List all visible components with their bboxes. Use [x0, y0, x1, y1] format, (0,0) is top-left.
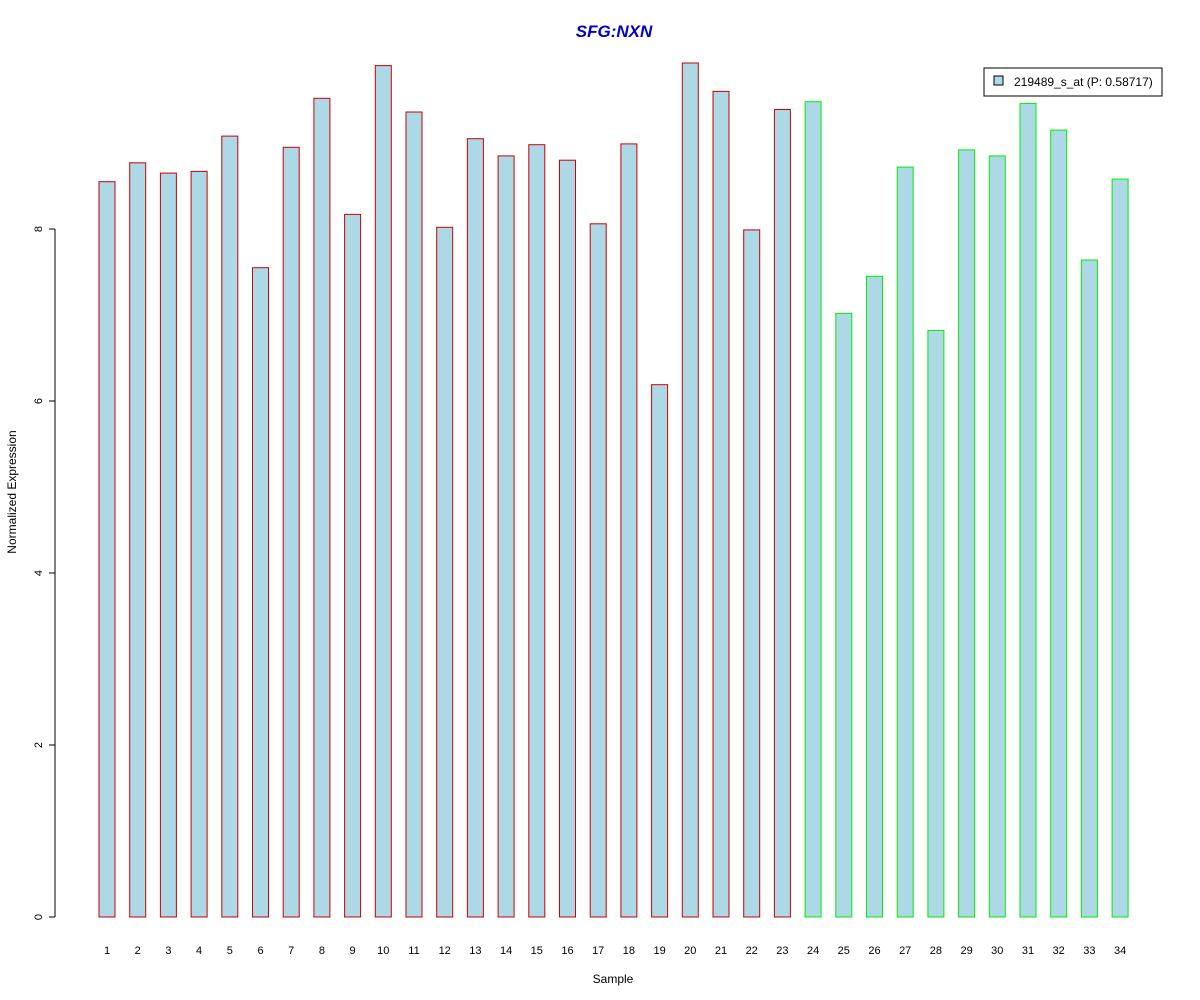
- y-axis-label: Normalized Expression: [5, 430, 19, 553]
- x-tick-label: 6: [257, 945, 263, 957]
- bar-sample-9: [344, 213, 362, 918]
- bar-sample-3: [159, 172, 177, 918]
- x-tick-labels: 1 2 3 4 5 6 7 8 9 10 11 12 13 14 15 16 17 18 19 20 21 22 23 24 2…: [104, 945, 1126, 957]
- bar-sample-24: [804, 101, 822, 918]
- bar-sample-15: [528, 144, 546, 918]
- bar-sample-31: [1019, 102, 1037, 918]
- x-tick-label: 15: [531, 945, 543, 957]
- x-tick-label: 4: [196, 945, 202, 957]
- bar-sample-20: [681, 62, 699, 918]
- bar-sample-12: [436, 226, 454, 918]
- x-tick-label: 23: [776, 945, 788, 957]
- x-tick-label: 18: [623, 945, 635, 957]
- x-tick-label: 21: [715, 945, 727, 957]
- bar-sample-7: [282, 146, 300, 918]
- x-tick-label: 10: [377, 945, 389, 957]
- bar-sample-32: [1050, 129, 1068, 918]
- bar-series: [98, 62, 1129, 918]
- bar-sample-30: [988, 155, 1006, 918]
- bar-sample-28: [927, 330, 945, 918]
- x-tick-label: 27: [899, 945, 911, 957]
- bar-sample-11: [405, 111, 423, 918]
- y-tick-label: 4: [33, 570, 45, 576]
- legend-entry: 219489_s_at (P: 0.58717): [1014, 75, 1153, 89]
- x-tick-label: 29: [960, 945, 972, 957]
- x-tick-label: 28: [930, 945, 942, 957]
- bar-sample-34: [1111, 178, 1129, 918]
- x-tick-label: 1: [104, 945, 110, 957]
- bar-sample-1: [98, 181, 116, 918]
- x-tick-label: 5: [227, 945, 233, 957]
- bar-sample-21: [712, 90, 730, 918]
- bar-sample-10: [374, 65, 392, 918]
- bar-sample-19: [651, 384, 669, 918]
- x-tick-label: 11: [408, 945, 419, 957]
- x-tick-label: 20: [684, 945, 696, 957]
- x-axis-label: Sample: [593, 972, 634, 986]
- x-tick-label: 24: [807, 945, 819, 957]
- legend-swatch: [993, 75, 1004, 86]
- bar-sample-4: [190, 170, 208, 918]
- x-tick-label: 34: [1114, 945, 1126, 957]
- x-tick-label: 17: [592, 945, 604, 957]
- y-tick-label: 2: [33, 742, 45, 748]
- bar-sample-17: [589, 223, 607, 918]
- y-tick-label: 8: [33, 226, 45, 232]
- x-tick-label: 12: [439, 945, 451, 957]
- y-axis: 0 2 4 6 8: [33, 226, 56, 920]
- x-tick-label: 22: [746, 945, 758, 957]
- x-tick-label: 3: [165, 945, 171, 957]
- y-tick-label: 6: [33, 398, 45, 404]
- x-tick-label: 26: [868, 945, 880, 957]
- bar-sample-5: [221, 135, 239, 918]
- chart-title: SFG:NXN: [576, 22, 653, 41]
- x-tick-label: 30: [991, 945, 1003, 957]
- bar-sample-22: [743, 229, 761, 918]
- bar-sample-29: [958, 149, 976, 918]
- x-tick-label: 8: [319, 945, 325, 957]
- bar-sample-25: [835, 312, 853, 918]
- y-tick-label: 0: [33, 914, 45, 920]
- legend: 219489_s_at (P: 0.58717): [983, 67, 1163, 97]
- x-tick-label: 16: [561, 945, 573, 957]
- bar-sample-8: [313, 97, 331, 918]
- bar-sample-26: [866, 275, 883, 918]
- bar-sample-27: [896, 166, 914, 918]
- bar-sample-33: [1080, 259, 1098, 918]
- bar-sample-18: [620, 143, 638, 918]
- x-tick-label: 32: [1053, 945, 1065, 957]
- bar-sample-14: [497, 155, 515, 918]
- x-tick-label: 2: [135, 945, 141, 957]
- x-tick-label: 14: [500, 945, 512, 957]
- bar-sample-13: [466, 138, 484, 918]
- bar-sample-6: [252, 267, 269, 918]
- bar-sample-23: [773, 109, 791, 918]
- bar-sample-2: [129, 162, 147, 918]
- x-tick-label: 7: [288, 945, 294, 957]
- x-tick-label: 13: [469, 945, 481, 957]
- x-tick-label: 19: [653, 945, 665, 957]
- bar-sample-16: [559, 159, 576, 918]
- x-tick-label: 25: [838, 945, 850, 957]
- x-tick-label: 9: [350, 945, 356, 957]
- legend-box: [983, 67, 1163, 97]
- x-tick-label: 31: [1022, 945, 1034, 957]
- x-tick-label: 33: [1083, 945, 1095, 957]
